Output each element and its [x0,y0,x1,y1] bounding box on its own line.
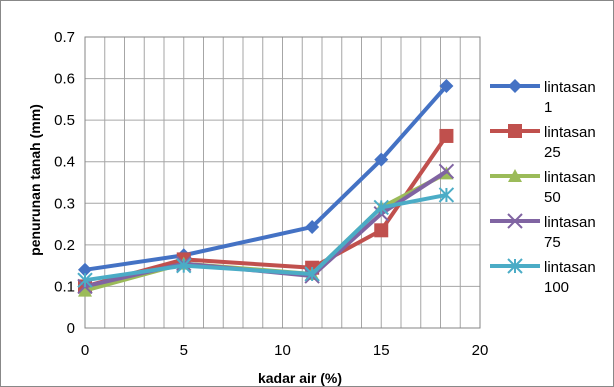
legend-marker-stroke [507,213,523,229]
y-tick-label: 0.1 [54,278,75,295]
y-tick-label: 0.5 [54,112,75,129]
x-tick-label: 20 [472,342,489,359]
y-tick-label: 0 [67,320,75,337]
y-tick-label: 0.6 [54,71,75,88]
legend-marker [508,169,522,182]
data-point [304,266,320,282]
x-axis-title: kadar air (%) [258,370,342,386]
series-group [77,79,455,297]
y-tick-label: 0.3 [54,195,75,212]
legend-marker [508,79,522,93]
data-point [438,187,455,203]
y-tick-label: 0.4 [54,154,75,171]
legend-label: 100 [544,279,569,296]
data-point [438,163,455,179]
x-tick-label: 15 [373,342,390,359]
legend: lintasan1lintasan25lintasan50lintasan75l… [490,79,596,296]
legend-label: 25 [544,144,561,161]
legend-label: lintasan [544,79,596,96]
grid [84,36,481,329]
legend-label: lintasan [544,214,596,231]
x-tick-label: 0 [81,342,89,359]
legend-item: lintasan 100 [490,258,596,296]
x-tick-label: 10 [274,342,291,359]
data-point [439,128,454,143]
y-tick-label: 0.7 [54,29,75,46]
legend-label: lintasan [544,169,596,186]
legend-label: 1 [544,99,552,116]
data-point [439,79,454,94]
legend-marker [507,258,523,274]
legend-label: lintasan [544,124,596,141]
data-point-stroke [438,163,455,179]
legend-item: lintasan 75 [490,213,596,251]
series-5 [77,187,455,288]
data-point [373,199,389,216]
legend-marker [508,124,522,138]
legend-item: lintasan 50 [490,169,596,206]
y-axis-title: penurunan tanah (mm) [27,104,43,256]
legend-item: lintasan 1 [490,79,596,116]
legend-label: lintasan [544,259,596,276]
data-point [78,283,92,297]
data-point [176,257,192,274]
legend-item: lintasan 25 [490,124,596,161]
data-point [305,219,320,234]
y-axis-ticks: 0 0.1 0.2 0.3 0.4 0.5 0.6 0.7 [54,29,75,337]
data-point [374,223,389,238]
legend-label: 75 [544,234,561,251]
data-point [374,152,389,167]
x-tick-label: 5 [180,342,188,359]
y-tick-label: 0.2 [54,237,75,254]
x-axis-ticks: 0 5 10 15 20 [81,342,489,359]
plot-area-border [84,36,481,329]
legend-label: 50 [544,189,561,206]
legend-marker [507,213,523,229]
data-point [78,262,92,277]
data-point [77,272,93,288]
